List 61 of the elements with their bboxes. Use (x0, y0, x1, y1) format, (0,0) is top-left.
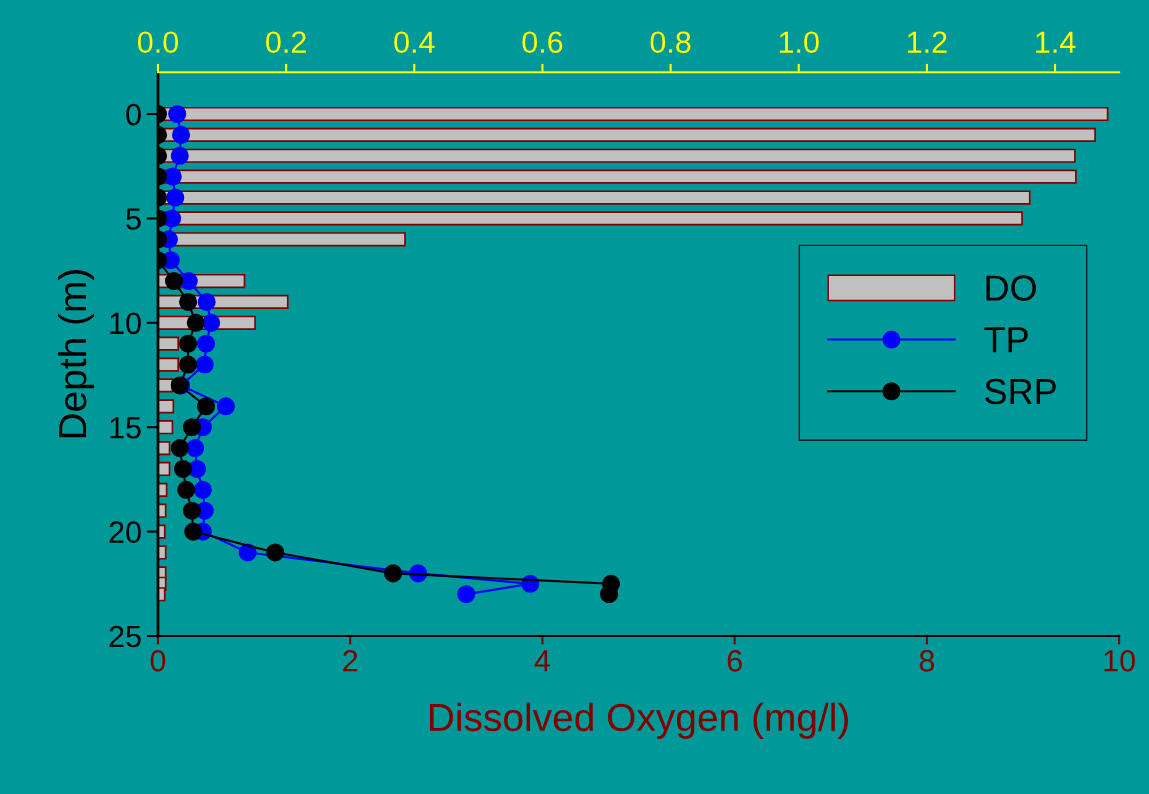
x-tick-label: 4 (534, 650, 551, 672)
legend-label: DO (986, 275, 1036, 301)
point (195, 355, 214, 374)
x2-tick-label: 0.2 (266, 31, 306, 54)
bar (157, 503, 167, 518)
point (197, 334, 216, 353)
point (172, 125, 191, 144)
y-tick-label: 20 (109, 521, 141, 543)
x2-tick-label: 0.4 (394, 31, 435, 54)
bar (157, 336, 180, 351)
point (197, 397, 216, 416)
point (197, 292, 216, 311)
point (170, 439, 189, 458)
point (166, 188, 185, 207)
bar (157, 357, 180, 372)
point (202, 313, 221, 332)
y-tick-label: 15 (110, 417, 141, 439)
point (384, 564, 403, 583)
y-tick-label: 10 (110, 312, 141, 335)
point (164, 272, 184, 291)
point (168, 104, 187, 124)
point (193, 480, 212, 499)
bar (157, 399, 175, 414)
x2-tick-label: 0.0 (137, 31, 179, 54)
x2-tick-label: 1.4 (1036, 31, 1076, 53)
bar (157, 545, 167, 560)
point (182, 501, 201, 520)
point (600, 585, 619, 604)
bar (157, 378, 174, 393)
point (179, 292, 198, 311)
x-tick-label: 10 (1104, 650, 1135, 672)
x-tick-label: 8 (919, 650, 935, 672)
x2-tick-label: 1.2 (907, 31, 947, 53)
point (170, 146, 189, 165)
y-tick-label: 5 (126, 208, 141, 230)
y-axis-title: Depth (m) (57, 270, 95, 438)
x-tick-label: 2 (343, 650, 358, 672)
x-tick-label: 0 (150, 650, 166, 672)
bar (157, 524, 166, 539)
point (266, 543, 285, 562)
x2-tick-label: 0.8 (650, 31, 691, 54)
legend-label: TP (984, 327, 1028, 353)
point (179, 334, 198, 353)
point (177, 480, 196, 499)
x-tick-label: 6 (727, 650, 742, 672)
point (216, 397, 235, 416)
point (163, 167, 182, 186)
y-tick-label: 25 (109, 625, 141, 648)
point (457, 585, 476, 604)
bar (157, 420, 174, 435)
x2-tick-label: 1.0 (779, 31, 819, 54)
point (184, 522, 203, 541)
point (186, 313, 205, 332)
point (173, 459, 193, 478)
point (182, 418, 201, 437)
x-axis-title: Dissolved Oxygen (mg/l) (429, 702, 848, 739)
point (179, 355, 198, 374)
legend-label: SRP (985, 378, 1056, 405)
x2-tick-label: 0.6 (522, 31, 563, 54)
point (186, 439, 205, 458)
y-tick-label: 0 (126, 103, 141, 126)
